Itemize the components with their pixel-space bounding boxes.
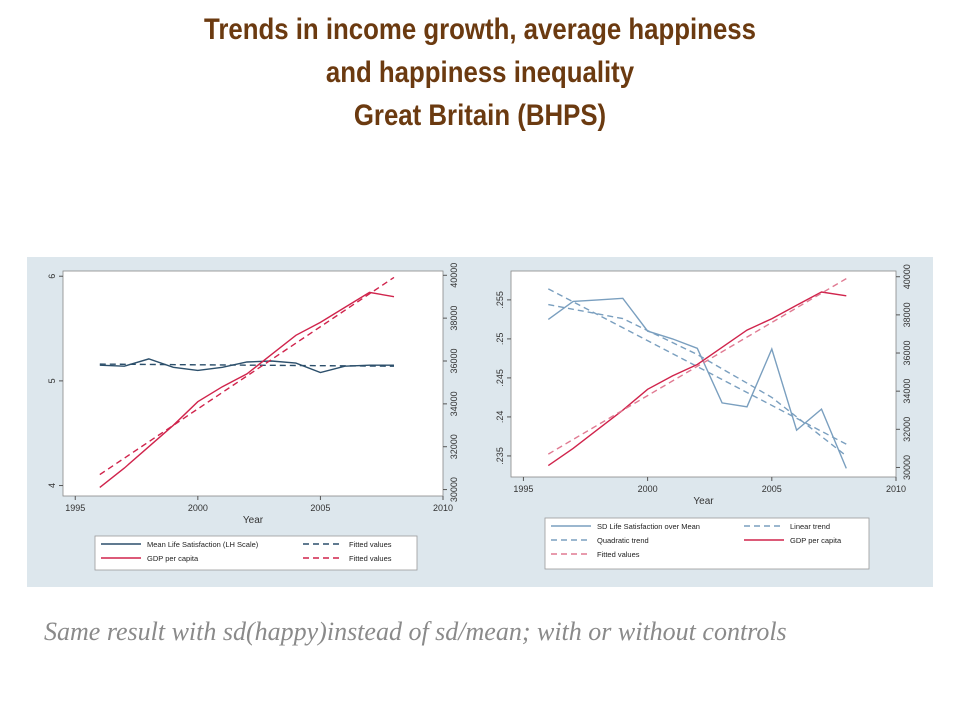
legend-label: SD Life Satisfaction over Mean	[597, 522, 700, 531]
slide-caption: Same result with sd(happy)instead of sd/…	[44, 617, 787, 646]
y-left-tick-label: .25	[495, 333, 505, 346]
legend-box	[544, 517, 870, 570]
title-line-3: Great Britain (BHPS)	[353, 99, 607, 132]
plot-area	[62, 270, 444, 497]
y-right-tick-label: 40000	[902, 264, 912, 289]
title-line-1: Trends in income growth, average happine…	[204, 13, 756, 46]
x-tick-label: 2000	[638, 484, 658, 494]
x-axis-label: Year	[693, 496, 714, 507]
legend-label: Quadratic trend	[597, 536, 649, 545]
x-axis-label: Year	[243, 515, 264, 526]
series-line-5	[547, 277, 847, 455]
y-right-tick-label: 32000	[449, 434, 459, 459]
chart-right: 1995 2000 2005 2010 Year .235 .24 .245 .25 .255 30…	[495, 264, 912, 570]
y-left-tick-label: .245	[495, 369, 505, 387]
y-right-tick-label: 34000	[449, 391, 459, 416]
x-tick-label: 1995	[65, 503, 85, 513]
series-line-2	[99, 363, 395, 367]
plot-area	[510, 270, 897, 478]
y-right-tick-label: 40000	[449, 263, 459, 288]
x-tick-label: 2005	[762, 484, 782, 494]
x-tick-label: 1995	[513, 484, 533, 494]
legend-label: Fitted values	[349, 540, 392, 549]
legend-label: Fitted values	[349, 554, 392, 563]
x-tick-label: 2010	[433, 503, 453, 513]
series-line-4	[547, 291, 847, 467]
x-tick-label: 2010	[886, 484, 906, 494]
y-right-tick-label: 38000	[902, 302, 912, 327]
series-line-1	[547, 297, 847, 469]
legend-label: Mean Life Satisfaction (LH Scale)	[147, 540, 259, 549]
y-left-tick-label: 4	[47, 483, 57, 488]
y-right-tick-label: 36000	[449, 348, 459, 373]
legend-label: Fitted values	[597, 550, 640, 559]
y-right-tick-label: 30000	[902, 455, 912, 480]
x-tick-label: 2000	[188, 503, 208, 513]
y-right-tick-label: 38000	[449, 306, 459, 331]
y-left-tick-label: 6	[47, 274, 57, 279]
legend-label: GDP per capita	[147, 554, 199, 563]
legend-box	[94, 535, 418, 571]
slide-title: Trends in income growth, average happine…	[67, 8, 893, 137]
y-right-tick-label: 34000	[902, 379, 912, 404]
y-right-tick-label: 32000	[902, 417, 912, 442]
title-line-2: and happiness inequality	[325, 56, 635, 89]
legend-label: Linear trend	[790, 522, 830, 531]
series-line-2	[547, 288, 847, 445]
y-left-tick-label: 5	[47, 378, 57, 383]
legend-label: GDP per capita	[790, 536, 842, 545]
chart-left: 1995 2000 2005 2010 Year 4 5 6 30000 32000 34000 36…	[47, 263, 459, 571]
x-tick-label: 2005	[310, 503, 330, 513]
y-left-tick-label: .255	[495, 291, 505, 309]
series-line-3	[99, 291, 395, 488]
series-line-3	[548, 303, 847, 457]
series-line-4	[99, 276, 395, 476]
y-right-tick-label: 36000	[902, 341, 912, 366]
y-left-tick-label: .24	[495, 411, 505, 424]
y-left-tick-label: .235	[495, 447, 505, 465]
y-right-tick-label: 30000	[449, 477, 459, 502]
